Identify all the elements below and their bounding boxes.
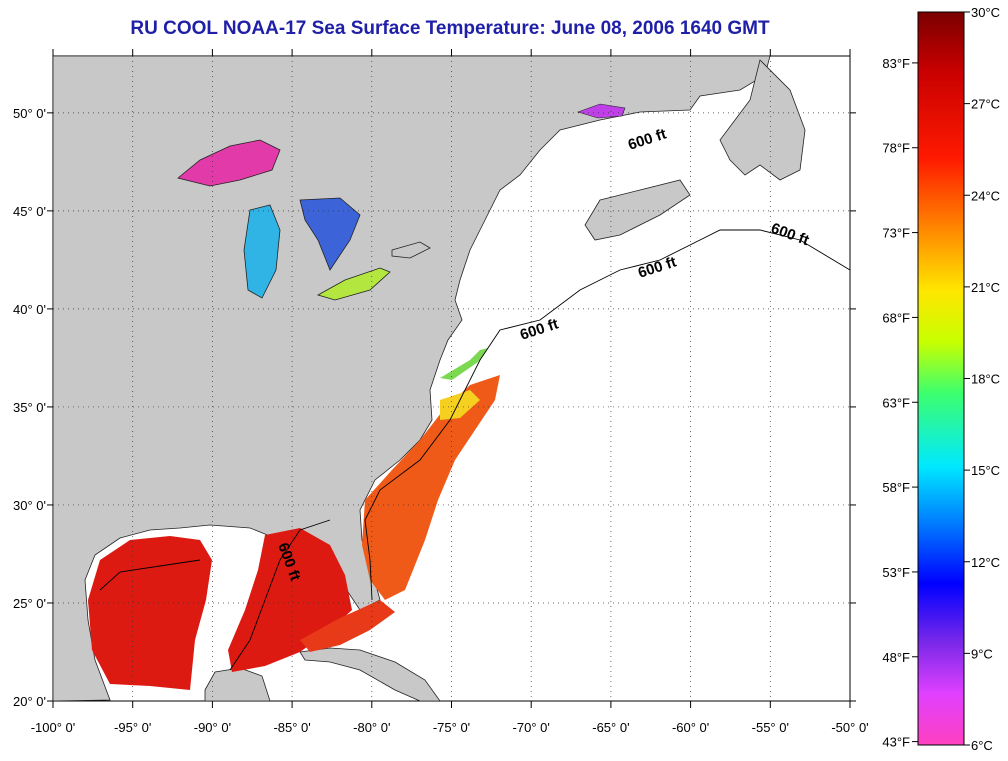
lon-label: -90° 0' — [194, 720, 231, 735]
celsius-label: 24°C — [971, 188, 1000, 203]
lat-label: 20° 0' — [13, 694, 46, 709]
graticule — [52, 49, 851, 708]
celsius-label: 27°C — [971, 97, 1000, 112]
fahrenheit-label: 83°F — [882, 56, 910, 71]
lon-label: -55° 0' — [752, 720, 789, 735]
lat-label: 35° 0' — [13, 400, 46, 415]
sst-florida-straits — [300, 600, 395, 652]
lake-superior — [177, 139, 281, 187]
celsius-label: 18°C — [971, 372, 1000, 387]
isobath-600ft-gulf — [99, 519, 331, 671]
gulf-st-lawrence-cold — [577, 103, 626, 119]
land-yucatan — [204, 667, 271, 701]
fahrenheit-label: 48°F — [882, 650, 910, 665]
isobath-600ft — [364, 229, 850, 601]
celsius-label: 9°C — [971, 646, 993, 661]
colorbar-gradient — [917, 11, 965, 746]
colorbar-ticks: 30°C 27°C 24°C 21°C 18°C 15°C 12°C 9°C 6°C 83°F 78… — [882, 5, 1000, 753]
lake-huron — [299, 197, 361, 271]
lon-label: -100° 0' — [31, 720, 76, 735]
lat-label: 30° 0' — [13, 498, 46, 513]
sst-cape-hatteras-yellow — [440, 390, 480, 420]
latitude-labels: 50° 0' 45° 0' 40° 0' 35° 0' 30° 0' 25° 0' 20° … — [13, 106, 856, 709]
fahrenheit-label: 78°F — [882, 141, 910, 156]
land-nova-scotia — [584, 179, 691, 241]
lon-label: -85° 0' — [273, 720, 310, 735]
celsius-label: 12°C — [971, 555, 1000, 570]
lake-ontario — [391, 241, 431, 259]
sst-western-gulf — [88, 536, 212, 690]
sst-chesapeake-green — [440, 348, 488, 380]
land-north-america — [53, 56, 771, 701]
fahrenheit-label: 58°F — [882, 480, 910, 495]
fahrenheit-label: 73°F — [882, 226, 910, 241]
lat-label: 45° 0' — [13, 204, 46, 219]
land-cuba — [299, 647, 441, 701]
fahrenheit-label: 68°F — [882, 310, 910, 325]
lon-label: -50° 0' — [831, 720, 868, 735]
sst-atlantic-swath — [362, 375, 500, 600]
lon-label: -95° 0' — [114, 720, 151, 735]
land-atlantic-canada — [719, 59, 806, 181]
fahrenheit-label: 63°F — [882, 395, 910, 410]
lon-label: -65° 0' — [592, 720, 629, 735]
fahrenheit-label: 43°F — [882, 735, 910, 750]
lat-label: 25° 0' — [13, 596, 46, 611]
lon-label: -70° 0' — [513, 720, 550, 735]
celsius-label: 21°C — [971, 280, 1000, 295]
lon-label: -60° 0' — [672, 720, 709, 735]
lat-label: 40° 0' — [13, 302, 46, 317]
celsius-label: 6°C — [971, 738, 993, 753]
lon-label: -80° 0' — [353, 720, 390, 735]
celsius-label: 15°C — [971, 463, 1000, 478]
lon-label: -75° 0' — [433, 720, 470, 735]
map-title: RU COOL NOAA-17 Sea Surface Temperature:… — [130, 18, 770, 39]
lake-michigan — [243, 204, 281, 299]
celsius-label: 30°C — [971, 5, 1000, 20]
fahrenheit-label: 53°F — [882, 565, 910, 580]
lat-label: 50° 0' — [13, 106, 46, 121]
longitude-labels: -100° 0' -95° 0' -90° 0' -85° 0' -80° 0' -75°… — [31, 720, 869, 735]
